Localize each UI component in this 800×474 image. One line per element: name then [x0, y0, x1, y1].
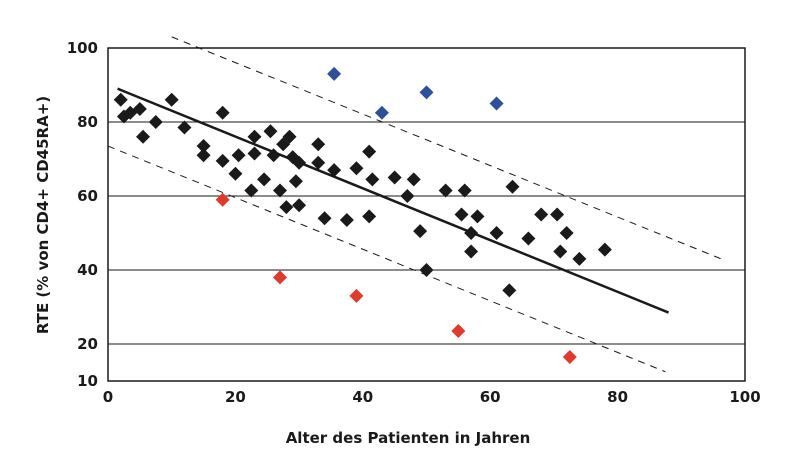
- data-point-black: [464, 226, 479, 240]
- data-point-black: [228, 166, 243, 181]
- data-point-black: [406, 172, 421, 187]
- data-point-black: [164, 92, 179, 107]
- data-point-black: [521, 231, 536, 246]
- data-point-black: [489, 226, 504, 240]
- data-point-black: [282, 129, 297, 144]
- data-point-black: [365, 172, 380, 187]
- data-point-black: [400, 189, 415, 203]
- x-tick-label: 60: [480, 388, 501, 406]
- data-point-black: [413, 224, 428, 239]
- data-point-red: [451, 324, 466, 339]
- data-point-black: [263, 124, 278, 139]
- x-tick-label: 20: [225, 388, 246, 406]
- data-point-black: [148, 115, 163, 129]
- y-tick-label: 60: [77, 187, 98, 205]
- x-tick-label: 80: [607, 388, 628, 406]
- gridlines: [108, 121, 745, 345]
- y-tick-label: 40: [77, 261, 98, 279]
- y-tick-label: 100: [67, 39, 98, 57]
- data-point-black: [215, 153, 230, 168]
- data-point-black: [438, 183, 453, 198]
- data-point-black: [132, 102, 147, 117]
- y-tick-label: 80: [77, 113, 98, 131]
- data-point-black: [505, 179, 520, 194]
- y-tick-label: 20: [77, 335, 98, 353]
- data-point-black: [113, 92, 128, 107]
- data-point-black: [502, 283, 517, 298]
- data-point-red: [215, 192, 230, 207]
- data-point-red: [349, 288, 364, 303]
- data-point-black: [244, 183, 259, 198]
- data-point-black: [317, 211, 332, 226]
- data-point-black: [454, 207, 469, 222]
- data-point-black: [247, 129, 262, 144]
- data-point-black: [597, 242, 612, 257]
- data-point-black: [292, 155, 307, 170]
- data-point-black: [339, 213, 354, 228]
- data-point-black: [362, 209, 377, 224]
- data-point-black: [457, 183, 472, 198]
- data-point-black: [136, 129, 151, 144]
- data-point-blue: [374, 105, 389, 120]
- x-tick-label: 40: [352, 388, 373, 406]
- data-point-black: [215, 105, 230, 120]
- bound-line: [107, 145, 666, 373]
- plot-area-frame: [107, 47, 746, 382]
- data-point-black: [247, 146, 262, 161]
- x-tick-label: 100: [729, 388, 760, 406]
- data-point-black: [311, 137, 326, 152]
- data-point-black: [572, 251, 587, 266]
- x-axis-ticks: 0 20 40 60 80 100: [103, 388, 761, 406]
- data-point-black: [349, 161, 364, 176]
- x-tick-label: 0: [103, 388, 113, 406]
- data-point-red: [562, 349, 577, 364]
- confidence-bounds: [107, 36, 727, 373]
- data-point-black: [288, 174, 303, 189]
- data-point-black: [387, 170, 402, 185]
- data-points: [113, 66, 612, 364]
- data-point-black: [177, 120, 192, 135]
- data-point-black: [196, 139, 211, 154]
- data-point-black: [464, 244, 479, 259]
- y-axis-title: RTE (% von CD4+ CD45RA+): [34, 96, 52, 334]
- x-axis-title: Alter des Patienten in Jahren: [286, 429, 531, 447]
- data-point-blue: [489, 96, 504, 111]
- data-point-black: [292, 198, 307, 213]
- bound-line: [171, 36, 727, 262]
- data-point-black: [419, 263, 434, 277]
- data-point-black: [362, 144, 377, 159]
- y-tick-label: 10: [77, 372, 98, 390]
- data-point-black: [231, 148, 246, 163]
- data-point-black: [279, 200, 294, 215]
- data-point-black: [266, 148, 281, 163]
- data-point-black: [311, 155, 326, 170]
- data-point-black: [470, 209, 485, 224]
- regression-line: [117, 87, 670, 314]
- data-point-black: [559, 226, 574, 240]
- y-axis-ticks: 10 20 40 60 80 100: [67, 39, 98, 390]
- data-point-black: [257, 172, 272, 187]
- data-point-red: [272, 270, 287, 285]
- data-point-black: [550, 207, 565, 222]
- data-point-black: [534, 207, 549, 222]
- data-point-black: [196, 148, 211, 163]
- data-point-black: [272, 183, 287, 198]
- data-point-black: [327, 163, 342, 178]
- data-point-black: [553, 244, 568, 259]
- data-point-blue: [419, 85, 434, 100]
- data-point-blue: [327, 66, 342, 81]
